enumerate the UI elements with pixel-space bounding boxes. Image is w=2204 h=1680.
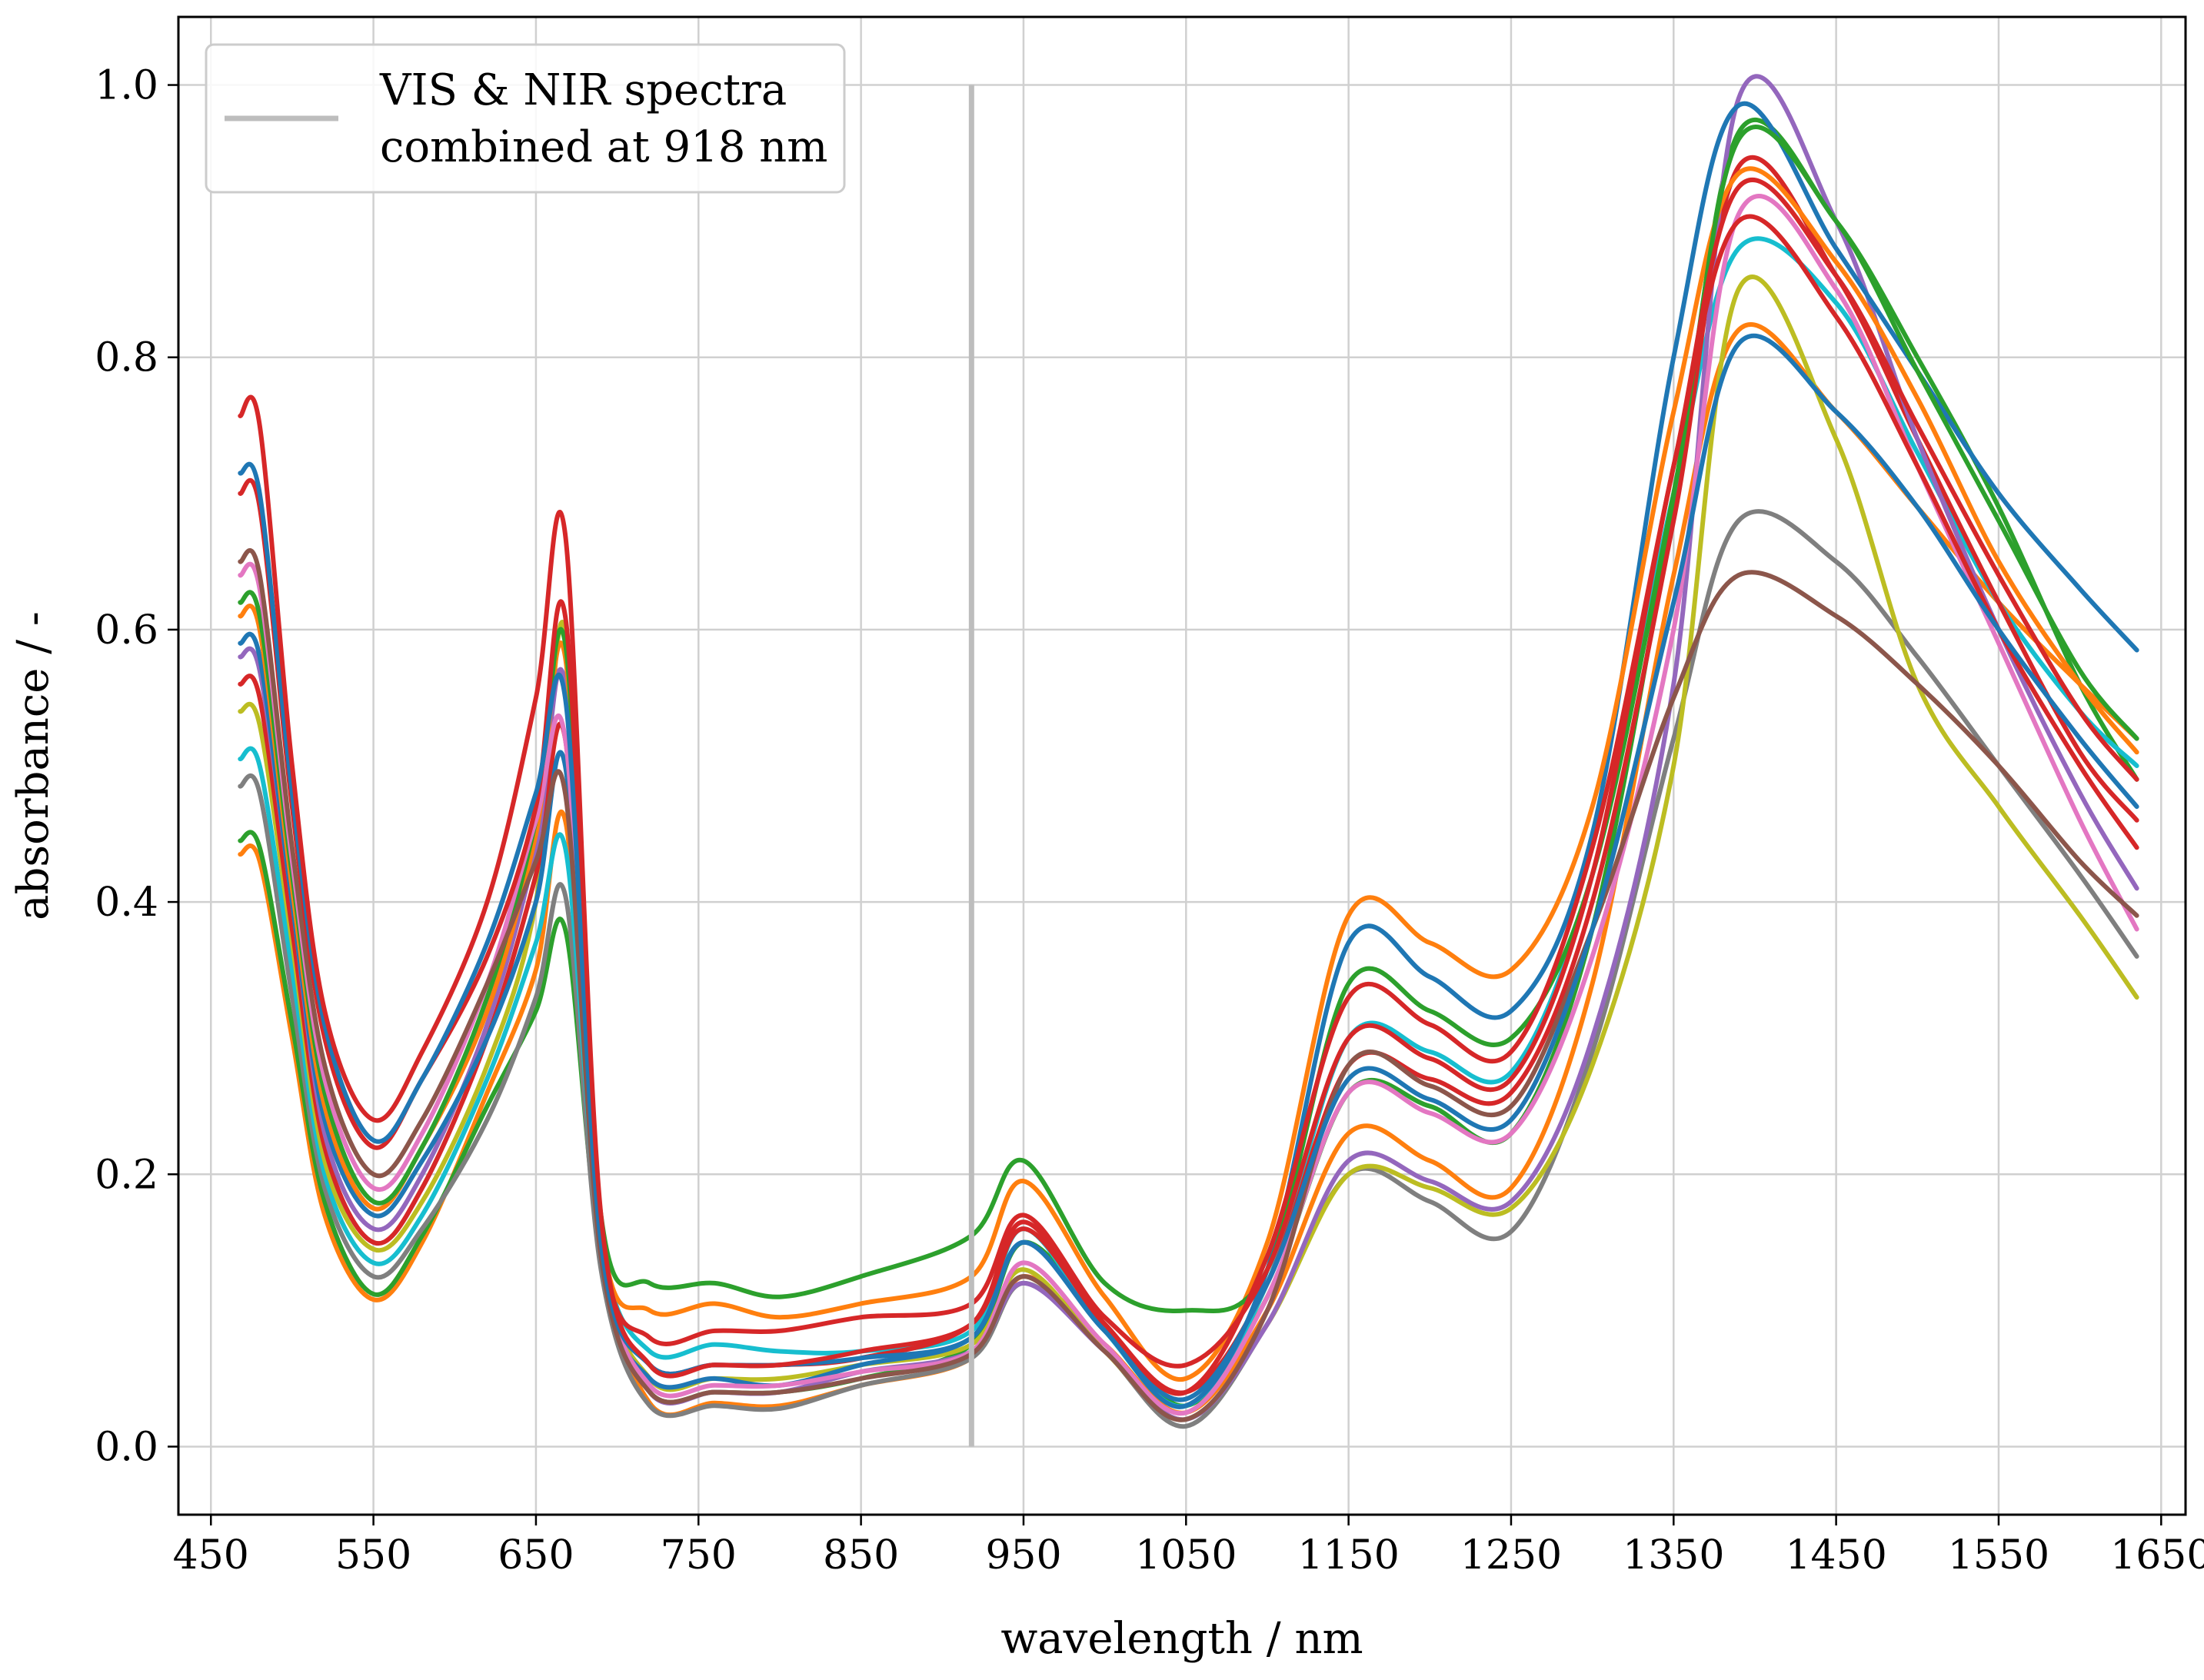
series-line-spectrum-6 — [238, 155, 2139, 1396]
series-line-spectrum-15 — [238, 178, 2139, 1396]
x-tick-label: 850 — [823, 1532, 899, 1579]
legend-label-line1: VIS & NIR spectra — [379, 65, 787, 115]
legend-box — [205, 43, 846, 194]
x-axis-label: wavelength / nm — [1000, 1614, 1363, 1664]
tick-layer: 450 550 650 750 850 950 1050 1150 1250 1350 1450 15… — [95, 63, 2204, 1579]
y-tick-label: 0.8 — [95, 335, 158, 381]
series-line-spectrum-5 — [238, 274, 2139, 1422]
y-axis-label: absorbance / - — [8, 611, 58, 920]
x-tick-label: 950 — [985, 1532, 1061, 1579]
x-tick-label: 550 — [335, 1532, 411, 1579]
series-line-spectrum-13 — [238, 214, 2139, 1369]
series-line-spectrum-11 — [238, 194, 2139, 1416]
plot-frame — [177, 15, 2187, 1516]
x-tick-label: 650 — [498, 1532, 574, 1579]
legend: VIS & NIR spectra combined at 918 nm — [205, 43, 846, 194]
x-tick-label: 750 — [661, 1532, 737, 1579]
x-tick-label: 450 — [173, 1532, 249, 1579]
series-line-spectrum-14 — [238, 333, 2139, 1402]
x-tick-label: 1650 — [2110, 1532, 2204, 1579]
y-tick-label: 0.2 — [95, 1152, 158, 1198]
y-tick-label: 1.0 — [95, 63, 158, 109]
series-line-spectrum-7 — [238, 74, 2139, 1422]
grid-layer — [178, 17, 2186, 1515]
series-line-spectrum-3 — [238, 509, 2139, 1429]
x-tick-label: 1050 — [1135, 1532, 1237, 1579]
series-line-spectrum-12 — [238, 548, 2139, 1422]
x-tick-label: 1350 — [1623, 1532, 1724, 1579]
x-tick-label: 1250 — [1460, 1532, 1562, 1579]
y-tick-label: 0.0 — [95, 1424, 158, 1470]
series-line-spectrum-10 — [238, 125, 2139, 1314]
legend-label-line2: combined at 918 nm — [380, 122, 827, 172]
x-tick-label: 1150 — [1297, 1532, 1399, 1579]
series-layer — [238, 74, 2139, 1429]
x-tick-label: 1450 — [1785, 1532, 1886, 1579]
series-line-spectrum-9 — [238, 166, 2139, 1382]
y-tick-label: 0.4 — [95, 880, 158, 926]
x-tick-label: 1550 — [1948, 1532, 2049, 1579]
y-tick-label: 0.6 — [95, 607, 158, 654]
